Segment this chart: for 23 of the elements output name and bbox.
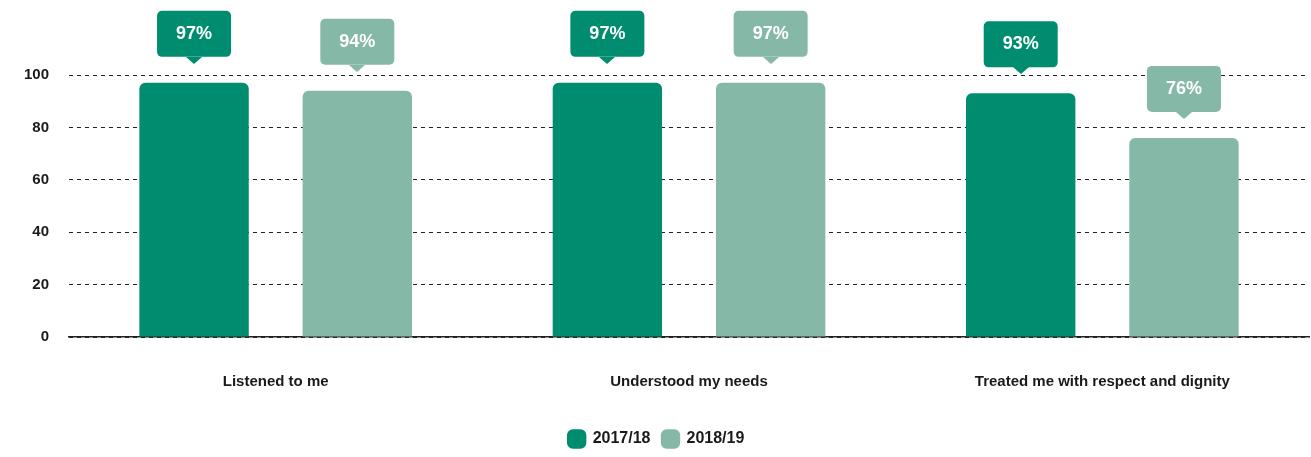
bar — [552, 82, 663, 337]
data-label: 94% — [339, 30, 376, 51]
y-tick-label: 60 — [32, 169, 50, 187]
bar — [139, 82, 249, 337]
x-tick-label: Listened to me — [222, 372, 329, 390]
data-label: 76% — [1165, 77, 1202, 98]
bar — [302, 90, 413, 337]
data-label: 93% — [1002, 33, 1039, 54]
data-label: 97% — [176, 22, 213, 43]
legend-label: 2017/18 — [592, 429, 651, 447]
y-tick-label: 100 — [24, 65, 50, 83]
y-tick-label: 0 — [40, 327, 50, 345]
data-label: 97% — [752, 22, 789, 43]
bar — [715, 82, 826, 337]
bar — [966, 93, 1076, 337]
bar — [1129, 137, 1239, 337]
x-tick-label: Understood my needs — [610, 372, 768, 390]
data-label: 97% — [589, 22, 626, 43]
y-tick-label: 20 — [32, 274, 50, 292]
legend-label: 2018/19 — [686, 429, 745, 447]
y-tick-label: 40 — [32, 222, 50, 240]
x-tick-label: Treated me with respect and dignity — [974, 372, 1231, 390]
y-tick-label: 80 — [32, 117, 50, 135]
